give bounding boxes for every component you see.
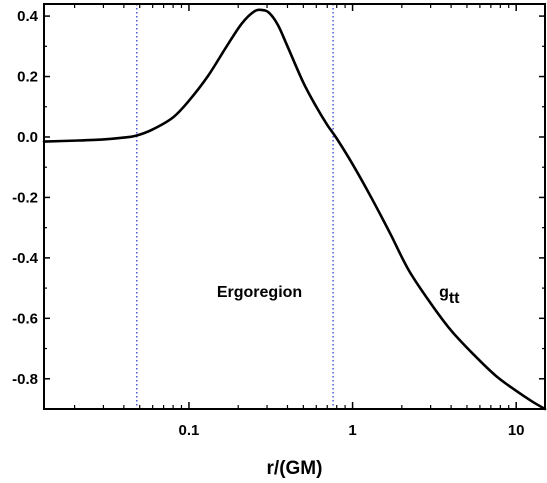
- vertical-dotted-lines: [136, 4, 334, 409]
- annotation-1: Ergoregion: [217, 284, 302, 301]
- annotation-text: g: [439, 284, 449, 301]
- ticks-layer: 0.4 0.2 0.0 -0.2 -0.4 -0.6 -0.8 0.1 1 10: [12, 4, 545, 439]
- annotation-2: gtt: [439, 284, 460, 307]
- annotation-text: Ergoregion: [217, 284, 302, 301]
- x-tick-label: 1: [348, 422, 356, 439]
- y-tick-label: -0.2: [12, 189, 38, 206]
- x-tick-label: 0.1: [179, 422, 200, 439]
- plot-frame: [43, 3, 546, 410]
- y-tick-label: 0.0: [17, 129, 38, 146]
- series-layer: [42, 8, 547, 411]
- annotation-subscript: tt: [449, 290, 460, 307]
- y-tick-label: -0.8: [12, 371, 38, 388]
- x-tick-label: 10: [508, 422, 525, 439]
- y-tick-label: -0.6: [12, 310, 38, 327]
- x-axis-title: r/(GM): [267, 458, 323, 479]
- y-tick-label: 0.4: [17, 8, 39, 25]
- annotations-layer: Ergoregion gtt: [217, 284, 460, 307]
- y-tick-label: 0.2: [17, 69, 38, 86]
- y-tick-label: -0.4: [12, 250, 39, 267]
- series-line-1: [42, 8, 547, 411]
